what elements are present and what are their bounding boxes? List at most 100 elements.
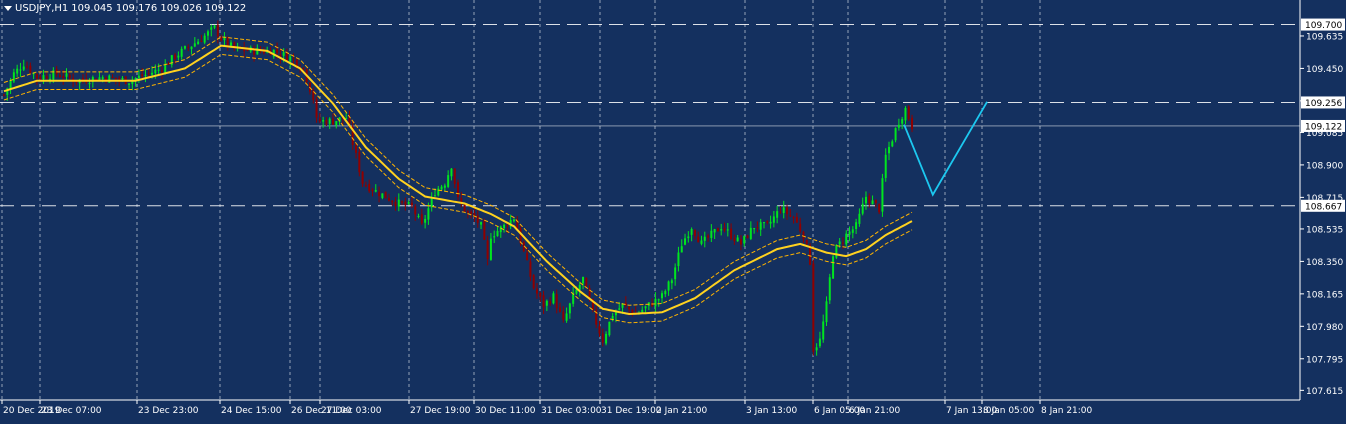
candle-body [187, 46, 190, 48]
candle-body [312, 90, 315, 100]
candle-body [828, 277, 831, 301]
x-tick-label: 2 Jan 21:00 [656, 406, 708, 416]
candle-body [608, 321, 611, 336]
x-tick-label: 26 Dec 11:00 [291, 406, 352, 416]
candle-body [651, 303, 654, 307]
upper-envelope-line [3, 36, 913, 306]
x-tick-label: 31 Dec 03:00 [541, 406, 602, 416]
candle-body [572, 292, 575, 304]
candle-body [723, 227, 726, 231]
candle-body [424, 218, 427, 223]
candle-body [888, 146, 891, 154]
candle-body [772, 216, 775, 223]
candle-body [292, 58, 295, 60]
candle-body [532, 275, 535, 289]
y-tick-label: 107.795 [1306, 355, 1343, 365]
candle-body [473, 213, 476, 217]
candle-body [345, 118, 348, 120]
candle-body [730, 228, 733, 239]
candle-body [128, 83, 131, 85]
candle-body [81, 78, 84, 81]
candle-body [805, 240, 808, 245]
candle-body [545, 300, 548, 306]
candle-body [433, 195, 436, 197]
candle-body [585, 278, 588, 287]
candle-body [815, 347, 818, 351]
level-price-tag [1301, 199, 1345, 212]
dropdown-triangle-icon[interactable] [4, 6, 12, 11]
candle-body [246, 49, 249, 51]
candle-body [503, 224, 506, 229]
candle-body [374, 190, 377, 192]
candle-body [789, 215, 792, 217]
level-price-label: 109.256 [1305, 99, 1342, 109]
candle-body [911, 117, 914, 130]
candle-body [621, 303, 624, 308]
candle-body [766, 221, 769, 223]
candle-body [180, 48, 183, 57]
candle-body [542, 295, 545, 308]
candle-body [62, 75, 65, 79]
candle-body [522, 242, 525, 252]
candle-body [430, 197, 433, 208]
candle-body [611, 316, 614, 321]
candle-body [809, 245, 812, 265]
y-tick-label: 109.635 [1306, 32, 1343, 42]
candle-body [91, 77, 94, 82]
x-tick-label: 20 Dec 2019 [3, 406, 61, 416]
candle-body [878, 204, 881, 213]
candle-body [391, 200, 394, 203]
candle-body [677, 252, 680, 267]
candle-body [795, 216, 798, 223]
candle-body [687, 236, 690, 239]
candle-body [417, 215, 420, 217]
candle-body [743, 235, 746, 244]
candle-body [351, 126, 354, 146]
candle-body [680, 246, 683, 253]
candle-body [555, 294, 558, 309]
candle-body [674, 267, 677, 280]
candle-body [598, 326, 601, 334]
candle-body [177, 55, 180, 58]
candle-body [858, 213, 861, 224]
moving-average-line [3, 44, 913, 316]
candle-body [410, 202, 413, 206]
candle-body [210, 27, 213, 30]
candle-body [371, 189, 374, 192]
candle-body [213, 25, 216, 28]
candle-body [578, 284, 581, 290]
candle-body [6, 88, 9, 95]
x-tick-label: 6 Jan 05:00 [814, 406, 866, 416]
horizontal-levels [0, 24, 1300, 207]
x-tick-label: 23 Dec 23:00 [138, 406, 199, 416]
candle-body [381, 193, 384, 198]
candle-body [361, 171, 364, 184]
level-price-tag [1301, 96, 1345, 109]
candle-body [42, 75, 45, 80]
candle-body [378, 191, 381, 197]
candle-body [137, 75, 140, 79]
x-tick-label: 27 Dec 03:00 [321, 406, 382, 416]
candle-body [486, 240, 489, 259]
candle-body [618, 308, 621, 310]
candle-body [480, 222, 483, 225]
candle-body [206, 31, 209, 36]
candle-body [614, 311, 617, 316]
y-tick-label: 108.535 [1306, 225, 1343, 235]
candle-body [716, 228, 719, 232]
candle-body [631, 309, 634, 315]
candle-body [868, 195, 871, 204]
candle-body [384, 191, 387, 199]
candle-body [282, 52, 285, 56]
chart-header: USDJPY,H1 109.045 109.176 109.026 109.12… [4, 3, 246, 14]
candle-body [144, 74, 147, 76]
candle-body [756, 227, 759, 229]
candle-body [799, 223, 802, 232]
candle-body [874, 199, 877, 204]
candle-body [562, 311, 565, 320]
candle-body [131, 80, 134, 84]
candle-body [49, 78, 52, 80]
